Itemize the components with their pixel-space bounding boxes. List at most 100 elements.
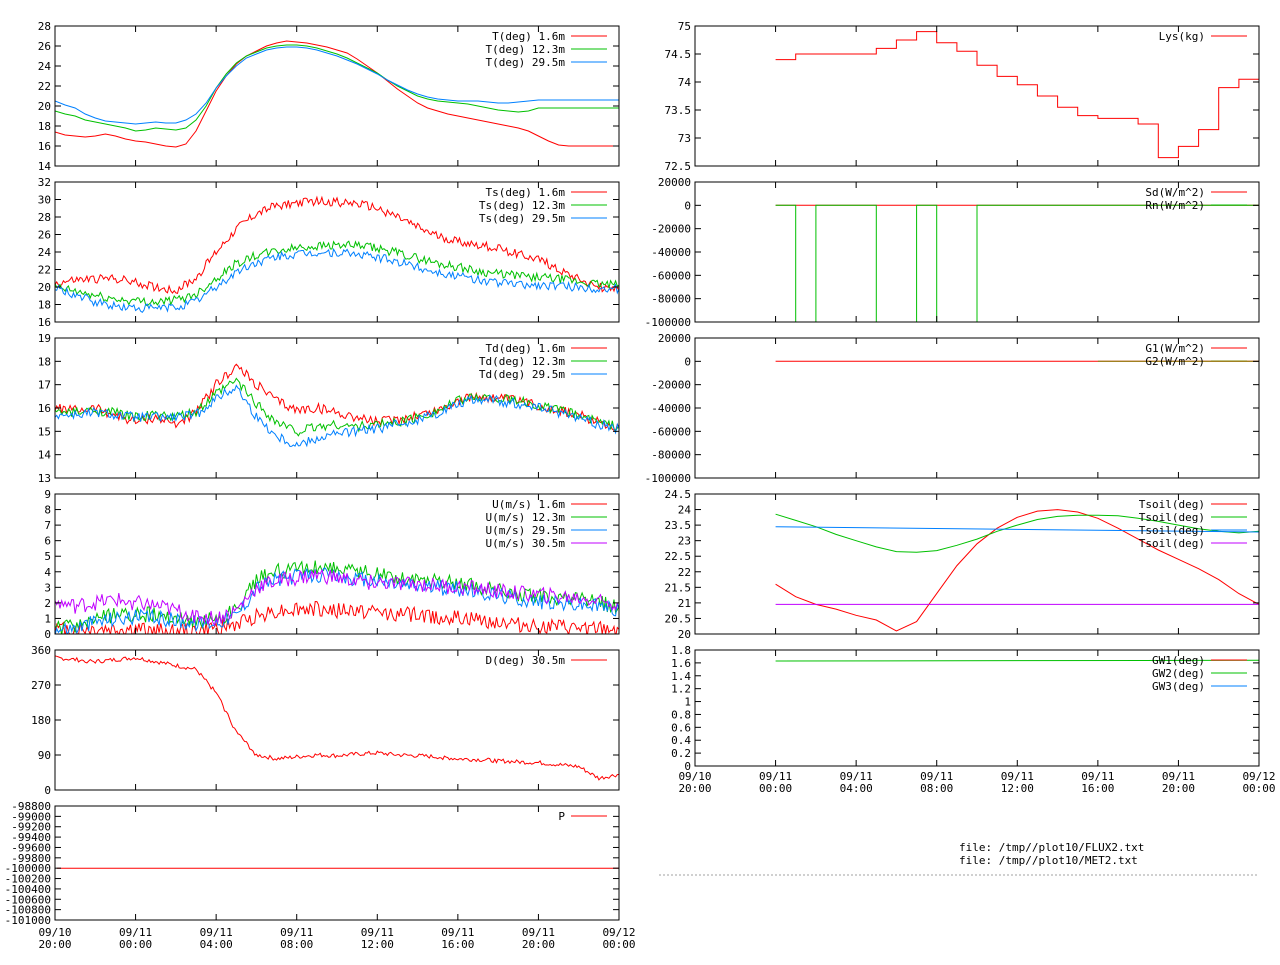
- y-tick-label: -100800: [5, 904, 51, 917]
- y-tick-label: -80000: [651, 449, 691, 462]
- y-tick-label: 1.2: [671, 683, 691, 696]
- y-tick-label: 24: [38, 60, 52, 73]
- y-tick-label: -100600: [5, 893, 51, 906]
- panel-r3: -100000 -80000 -60000 -40000 -20000 0 20000 G1(…: [645, 332, 1260, 485]
- x-tick-time-left: 20:00: [522, 938, 555, 951]
- legend-label: Tsoil(deg): [1139, 524, 1205, 537]
- y-tick-label: 22.5: [665, 550, 692, 563]
- series-line: [55, 247, 619, 313]
- y-tick-label: 26: [38, 229, 51, 242]
- panel-r1: 72.5 73 73.5 74 74.5 75 Lys(kg): [665, 20, 1260, 173]
- legend-label: Lys(kg): [1159, 30, 1205, 43]
- plot-frame: [54, 649, 620, 791]
- y-tick-label: 75: [678, 20, 691, 33]
- legend-label: U(m/s) 1.6m: [492, 498, 565, 511]
- y-tick-label: -100000: [5, 862, 51, 875]
- x-tick-date-right: 09/10: [678, 770, 711, 783]
- series-group: [775, 204, 1259, 322]
- y-tick-label: 2: [44, 597, 51, 610]
- x-tick-time-right: 08:00: [920, 782, 953, 795]
- x-tick-date-left: 09/10: [38, 926, 71, 939]
- y-tick-label: 32: [38, 176, 51, 189]
- x-tick-date-left: 09/11: [119, 926, 152, 939]
- series-group: [55, 195, 619, 313]
- y-tick-label: -80000: [651, 293, 691, 306]
- series-group: [775, 659, 1259, 662]
- y-tick-label: 1: [684, 696, 691, 709]
- x-tick-date-right: 09/11: [1081, 770, 1114, 783]
- x-tick-time-right: 20:00: [1162, 782, 1195, 795]
- y-tick-label: 20000: [658, 332, 691, 345]
- y-tick-label: 0.4: [671, 734, 691, 747]
- series-line: [55, 195, 619, 295]
- y-tick-label: 24.5: [665, 488, 692, 501]
- y-tick-label: 74: [678, 76, 692, 89]
- series-group: [55, 40, 619, 148]
- y-tick-label: 0: [684, 760, 691, 773]
- legend-label: Tsoil(deg): [1139, 537, 1205, 550]
- x-tick-date-left: 09/11: [200, 926, 233, 939]
- y-tick-label: 0: [684, 355, 691, 368]
- y-tick-label: 23: [678, 535, 691, 548]
- x-tick-date-right: 09/11: [759, 770, 792, 783]
- y-tick-label: 1.6: [671, 657, 691, 670]
- series-line: [55, 46, 619, 125]
- series-line: [775, 659, 1259, 662]
- y-tick-label: 22: [38, 80, 51, 93]
- y-tick-label: 0: [44, 784, 51, 797]
- plot-frame: [694, 649, 1260, 767]
- y-tick-label: -98800: [11, 800, 51, 813]
- y-tick-label: 24: [38, 246, 52, 259]
- y-tick-label: 21.5: [665, 581, 692, 594]
- x-tick-time-left: 00:00: [602, 938, 635, 951]
- legend-label: Ts(deg) 12.3m: [479, 199, 565, 212]
- y-tick-label: 26: [38, 40, 51, 53]
- legend-label: G1(W/m^2): [1145, 342, 1205, 355]
- x-tick-time-right: 04:00: [840, 782, 873, 795]
- y-tick-label: 72.5: [665, 160, 692, 173]
- y-tick-label: -20000: [651, 379, 691, 392]
- legend-label: Tsoil(deg): [1139, 498, 1205, 511]
- panel-r5: 00.20.40.60.811.21.41.61.8 GW1(deg)GW2(de…: [671, 644, 1260, 773]
- y-tick-label: 13: [38, 472, 51, 485]
- y-tick-label: -99200: [11, 821, 51, 834]
- y-tick-label: 6: [44, 535, 51, 548]
- y-tick-label: -60000: [651, 425, 691, 438]
- legend-label: P: [558, 810, 565, 823]
- y-tick-label: -100000: [645, 472, 691, 485]
- x-tick-date-right: 09/12: [1242, 770, 1275, 783]
- y-tick-label: -99400: [11, 831, 51, 844]
- legend-label: Rn(W/m^2): [1145, 199, 1205, 212]
- y-tick-label: 73: [678, 132, 691, 145]
- y-tick-label: 18: [38, 299, 51, 312]
- plot-frame: [694, 25, 1260, 167]
- x-tick-date-left: 09/11: [280, 926, 313, 939]
- y-tick-label: 270: [31, 679, 51, 692]
- plot-frame: [54, 805, 620, 921]
- x-tick-date-left: 09/11: [522, 926, 555, 939]
- plot-frame: [694, 493, 1260, 635]
- y-tick-label: 0.6: [671, 721, 691, 734]
- y-tick-label: 19: [38, 332, 51, 345]
- x-tick-time-right: 00:00: [1242, 782, 1275, 795]
- y-tick-label: -99000: [11, 810, 51, 823]
- y-tick-label: 22: [678, 566, 691, 579]
- y-tick-label: 0: [684, 199, 691, 212]
- series-line: [55, 560, 619, 634]
- y-tick-label: 1.8: [671, 644, 691, 657]
- series-group: [775, 31, 1259, 159]
- series-group: [55, 363, 619, 448]
- series-line: [55, 240, 619, 307]
- series-group: [55, 655, 619, 781]
- y-tick-label: -60000: [651, 269, 691, 282]
- plot-frame: [54, 25, 620, 167]
- x-tick-time-left: 20:00: [38, 938, 71, 951]
- legend-label: Tsoil(deg): [1139, 511, 1205, 524]
- y-tick-label: 16: [38, 316, 51, 329]
- series-line: [55, 384, 619, 448]
- y-tick-label: 16: [38, 402, 51, 415]
